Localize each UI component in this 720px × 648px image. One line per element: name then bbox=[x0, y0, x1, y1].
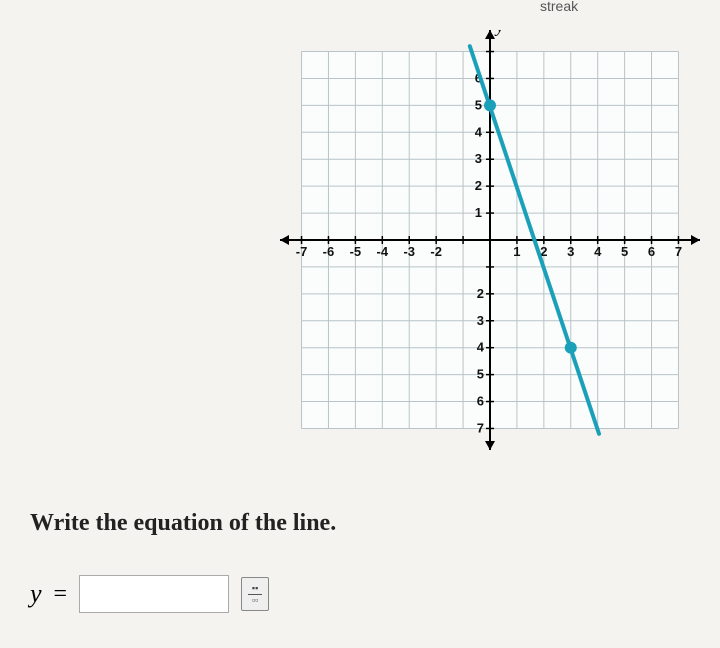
svg-text:-6: -6 bbox=[323, 244, 335, 259]
question-prompt: Write the equation of the line. bbox=[30, 510, 336, 537]
svg-text:2: 2 bbox=[477, 286, 484, 301]
svg-text:3: 3 bbox=[475, 151, 482, 166]
svg-text:-2: -2 bbox=[430, 244, 442, 259]
equation-input[interactable] bbox=[79, 575, 229, 613]
fraction-button[interactable]: ▪▪ ▫▫ bbox=[241, 577, 269, 611]
streak-label: streak bbox=[540, 0, 578, 14]
svg-text:3: 3 bbox=[567, 244, 574, 259]
svg-text:6: 6 bbox=[477, 394, 484, 409]
svg-text:7: 7 bbox=[675, 244, 682, 259]
svg-text:5: 5 bbox=[621, 244, 628, 259]
svg-text:-5: -5 bbox=[350, 244, 362, 259]
svg-text:4: 4 bbox=[475, 124, 483, 139]
svg-text:1: 1 bbox=[475, 205, 482, 220]
equation-lhs: y bbox=[30, 579, 42, 609]
fraction-icon: ▪▪ bbox=[248, 584, 262, 595]
equation-input-row: y = ▪▪ ▫▫ bbox=[30, 575, 269, 613]
coordinate-graph: -7-6-5-4-3-21234567123456234567yx bbox=[280, 30, 700, 450]
svg-text:7: 7 bbox=[477, 420, 484, 435]
svg-text:y: y bbox=[494, 30, 504, 36]
svg-text:4: 4 bbox=[477, 340, 485, 355]
svg-text:5: 5 bbox=[475, 97, 482, 112]
svg-text:5: 5 bbox=[477, 367, 484, 382]
equation-equals: = bbox=[54, 581, 68, 608]
svg-text:-7: -7 bbox=[296, 244, 308, 259]
svg-text:4: 4 bbox=[594, 244, 602, 259]
svg-text:-3: -3 bbox=[403, 244, 415, 259]
svg-text:1: 1 bbox=[513, 244, 520, 259]
svg-text:3: 3 bbox=[477, 313, 484, 328]
svg-text:6: 6 bbox=[648, 244, 655, 259]
svg-text:-4: -4 bbox=[377, 244, 389, 259]
svg-text:2: 2 bbox=[475, 178, 482, 193]
